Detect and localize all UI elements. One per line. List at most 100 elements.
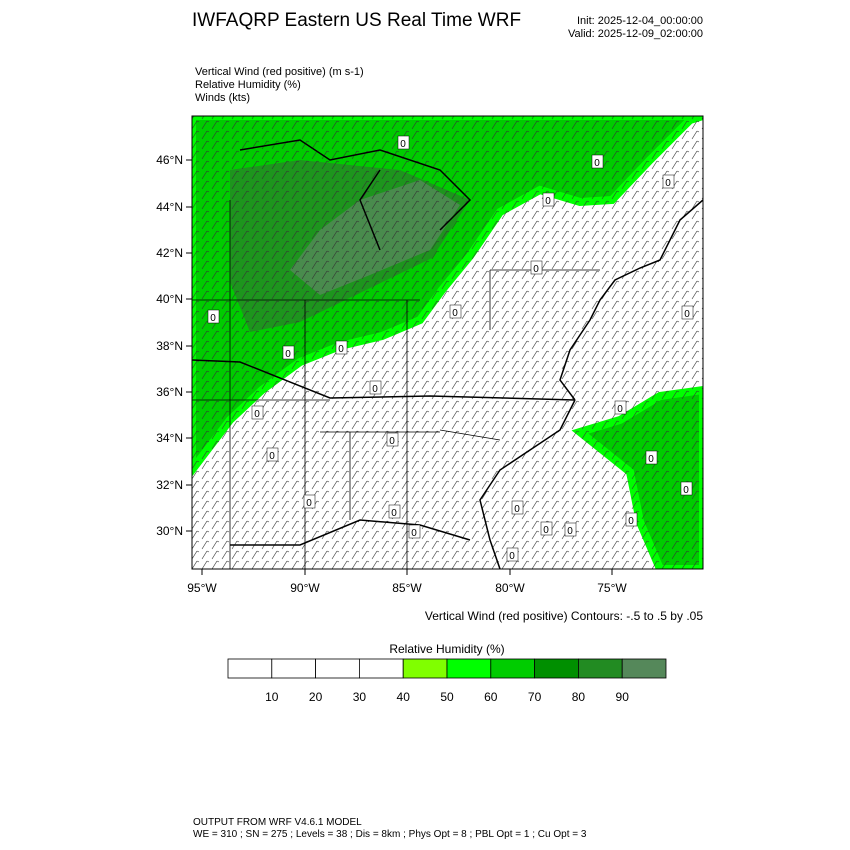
lat-label: 44°N (156, 200, 183, 214)
field-label: Vertical Wind (red positive) (m s-1) (195, 66, 364, 78)
contour-label: 0 (306, 498, 312, 509)
contour-label: 0 (400, 139, 406, 150)
init-time: Init: 2025-12-04_00:00:00 (577, 15, 703, 27)
contour-label-box (564, 522, 577, 537)
lat-label: 36°N (156, 385, 183, 399)
contour-label: 0 (514, 504, 520, 515)
colorbar-title: Relative Humidity (%) (389, 642, 504, 656)
coastline (192, 139, 703, 569)
contour-labels: 0 0 0 0 0 0 0 0 0 0 0 0 0 0 0 0 0 0 0 0 0 0 0 0 0 (207, 135, 694, 562)
colorbar-box (271, 658, 316, 679)
contour-label: 0 (683, 485, 689, 496)
colorbar-box (446, 658, 492, 679)
contour-label: 0 (411, 528, 417, 539)
contour-label-box (303, 494, 316, 509)
field-label: Relative Humidity (%) (195, 79, 301, 91)
colorbar-label: 70 (528, 690, 542, 704)
lon-label: 90°W (290, 581, 320, 595)
contour-label: 0 (543, 525, 549, 536)
contour-label-box (251, 405, 264, 420)
contour-label: 0 (391, 508, 397, 519)
colorbar-box (621, 658, 667, 679)
contour-label: 0 (338, 344, 344, 355)
contour-label: 0 (389, 436, 395, 447)
contour-label: 0 (269, 451, 275, 462)
contour-label: 0 (254, 409, 260, 420)
lon-label: 75°W (597, 581, 627, 595)
lat-label: 42°N (156, 246, 183, 260)
contour-label: 0 (648, 454, 654, 465)
map-frame (191, 115, 704, 570)
map-area (192, 116, 703, 569)
colorbar-label: 30 (353, 690, 367, 704)
colorbar-label: 40 (397, 690, 411, 704)
colorbar-box (315, 658, 360, 679)
footer-line: WE = 310 ; SN = 275 ; Levels = 38 ; Dis … (193, 829, 587, 840)
contour-note: Vertical Wind (red positive) Contours: -… (425, 609, 703, 623)
contour-label: 0 (452, 308, 458, 319)
contour-label-box (369, 380, 382, 395)
colorbar-box (578, 658, 623, 679)
lat-label: 32°N (156, 478, 183, 492)
contour-label-box (388, 504, 401, 519)
colorbar-label: 10 (265, 690, 279, 704)
contour-label: 0 (210, 313, 216, 324)
contour-label: 0 (628, 516, 634, 527)
lat-label: 40°N (156, 292, 183, 306)
map-axes: 46°N 44°N 42°N 40°N 38°N 36°N 34°N 32°N 30°N 95°W… (156, 153, 627, 595)
contour-label-box (506, 547, 519, 562)
contour-label-box (645, 450, 658, 465)
state-lines (192, 200, 600, 569)
contour-label: 0 (509, 551, 515, 562)
contour-label-box (207, 309, 220, 324)
contour-label-box (282, 345, 295, 360)
contour-label: 0 (684, 309, 690, 320)
colorbar-box (490, 658, 535, 679)
contour-label-box (449, 304, 462, 319)
contour-label-box (681, 305, 694, 320)
footer-line: OUTPUT FROM WRF V4.6.1 MODEL (193, 817, 362, 828)
colorbar-box (534, 658, 579, 679)
contour-label-box (266, 447, 279, 462)
colorbar-box (402, 658, 448, 679)
colorbar-label: 60 (484, 690, 498, 704)
contour-label-box (625, 512, 638, 527)
contour-label: 0 (372, 384, 378, 395)
lat-label: 30°N (156, 524, 183, 538)
colorbar-label: 50 (440, 690, 454, 704)
contour-label: 0 (285, 349, 291, 360)
contour-label-box (662, 174, 675, 189)
contour-label: 0 (617, 404, 623, 415)
contour-label-box (408, 524, 421, 539)
colorbar-label: 90 (616, 690, 630, 704)
lat-label: 46°N (156, 153, 183, 167)
contour-label: 0 (665, 178, 671, 189)
lat-label: 34°N (156, 431, 183, 445)
contour-label-box (386, 432, 399, 447)
colorbar-label: 20 (309, 690, 323, 704)
wind-barbs (192, 116, 703, 569)
lat-label: 38°N (156, 339, 183, 353)
lon-label: 95°W (187, 581, 217, 595)
valid-time: Valid: 2025-12-09_02:00:00 (568, 28, 703, 40)
contour-label-box (540, 521, 553, 536)
contour-label: 0 (533, 264, 539, 275)
colorbar-box (227, 658, 273, 679)
contour-label: 0 (567, 526, 573, 537)
contour-label-box (397, 135, 410, 150)
contour-label-box (614, 400, 627, 415)
colorbar: 10 20 30 40 50 60 70 80 90 (227, 658, 667, 704)
contour-label-box (542, 192, 555, 207)
contour-label-box (680, 481, 693, 496)
field-label: Winds (kts) (195, 92, 250, 104)
lon-label: 85°W (392, 581, 422, 595)
lon-label: 80°W (495, 581, 525, 595)
colorbar-label: 80 (572, 690, 586, 704)
contour-label-box (511, 500, 524, 515)
contour-label: 0 (545, 196, 551, 207)
contour-label-box (335, 340, 348, 355)
contour-label: 0 (594, 158, 600, 169)
contour-label-box (591, 154, 604, 169)
